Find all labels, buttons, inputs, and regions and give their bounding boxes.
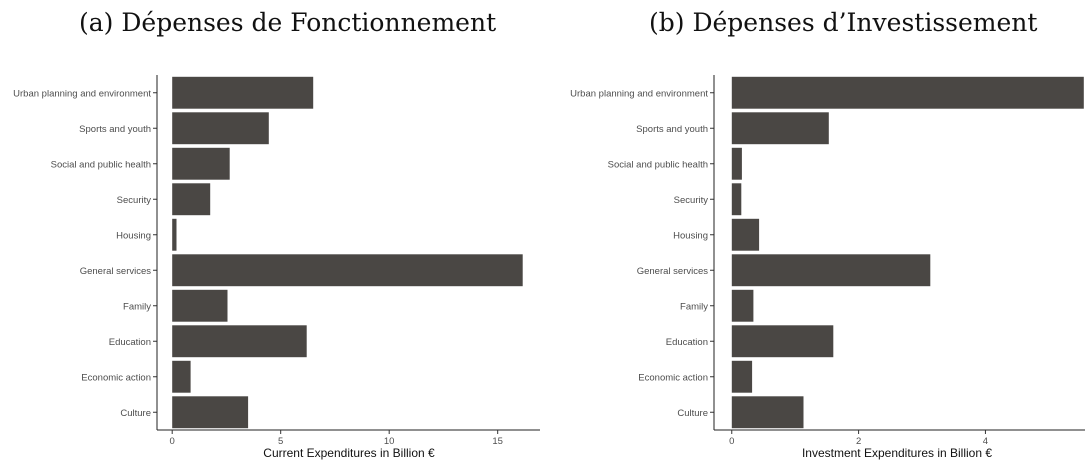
- category-label: Housing: [116, 230, 151, 241]
- category-label: Education: [109, 337, 151, 348]
- category-label: Economic action: [638, 372, 708, 383]
- bar: [172, 396, 249, 429]
- x-tick-label: 15: [492, 436, 503, 447]
- x-tick-label: 2: [856, 436, 861, 447]
- bar: [172, 360, 191, 393]
- bar: [731, 396, 804, 429]
- category-label: Family: [680, 301, 708, 312]
- category-label: Housing: [673, 230, 708, 241]
- bar: [731, 147, 742, 180]
- x-axis-title: Investment Expenditures in Billion €: [802, 446, 992, 460]
- x-tick-label: 0: [170, 436, 175, 447]
- x-tick-label: 10: [384, 436, 395, 447]
- category-label: Sports and youth: [79, 124, 151, 135]
- x-tick-label: 0: [729, 436, 734, 447]
- category-label: General services: [637, 266, 709, 277]
- bar: [172, 76, 314, 109]
- category-label: Culture: [120, 408, 151, 419]
- category-label: Urban planning and environment: [570, 88, 708, 99]
- panel-a-title: (a) Dépenses de Fonctionnement: [79, 8, 497, 37]
- bar: [172, 289, 228, 322]
- category-label: Education: [666, 337, 708, 348]
- panel-a: Urban planning and environment Sports and…: [13, 75, 540, 460]
- bar: [731, 325, 834, 358]
- bar: [731, 360, 753, 393]
- category-label: Economic action: [81, 372, 151, 383]
- category-label: Family: [123, 301, 151, 312]
- bar: [172, 147, 230, 180]
- bar: [172, 325, 307, 358]
- bar: [731, 289, 754, 322]
- bar: [731, 183, 742, 216]
- panel-b: Urban planning and environment Sports and…: [570, 75, 1085, 460]
- category-label: Security: [117, 195, 152, 206]
- category-label: Culture: [677, 408, 708, 419]
- bar: [172, 218, 177, 251]
- bar: [731, 218, 760, 251]
- panel-b-title: (b) Dépenses d’Investissement: [649, 8, 1038, 37]
- bar: [731, 76, 1084, 109]
- x-tick-label: 5: [278, 436, 283, 447]
- bar: [172, 183, 211, 216]
- bar: [731, 254, 931, 287]
- bar: [731, 112, 829, 145]
- x-axis-title: Current Expenditures in Billion €: [263, 446, 435, 460]
- category-label: Social and public health: [608, 159, 708, 170]
- x-tick-label: 4: [983, 436, 988, 447]
- category-label: Security: [674, 195, 709, 206]
- category-label: Urban planning and environment: [13, 88, 151, 99]
- bar: [172, 112, 269, 145]
- category-label: Sports and youth: [636, 124, 708, 135]
- bar: [172, 254, 523, 287]
- category-label: General services: [80, 266, 152, 277]
- category-label: Social and public health: [51, 159, 151, 170]
